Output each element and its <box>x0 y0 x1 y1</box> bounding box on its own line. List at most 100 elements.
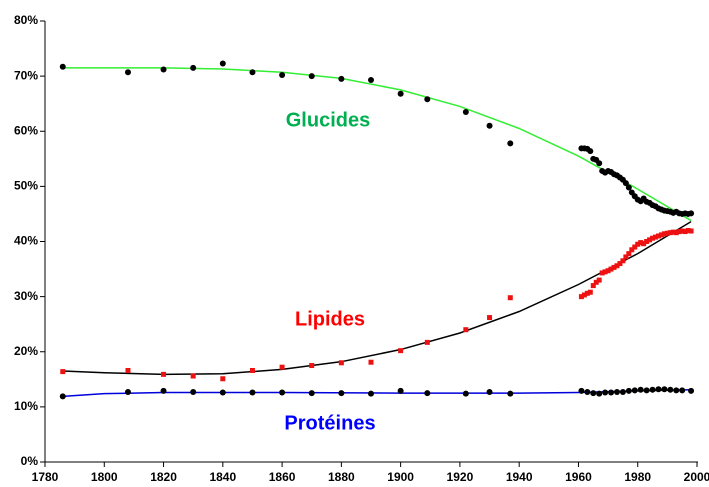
point <box>679 228 685 234</box>
point <box>125 367 131 373</box>
x-tick-label: 1900 <box>387 470 414 484</box>
point <box>605 268 611 274</box>
point <box>682 229 688 235</box>
point <box>338 390 345 397</box>
point <box>653 234 659 240</box>
point <box>424 339 430 345</box>
point <box>279 72 286 79</box>
point <box>644 239 650 244</box>
point <box>309 363 315 369</box>
point <box>368 76 374 83</box>
point <box>650 235 656 241</box>
point <box>658 232 664 238</box>
point <box>602 389 609 396</box>
point <box>649 386 656 393</box>
point <box>584 290 590 296</box>
point <box>635 241 641 247</box>
point <box>190 64 197 71</box>
point <box>424 96 431 103</box>
x-tick-label: 1880 <box>328 470 355 484</box>
y-tick-label: 50% <box>14 179 38 193</box>
point <box>59 393 66 400</box>
point <box>279 364 285 370</box>
point <box>622 180 629 187</box>
point <box>160 66 167 73</box>
point <box>368 359 374 365</box>
point <box>596 160 603 167</box>
point <box>608 266 614 272</box>
point <box>655 386 662 393</box>
point <box>190 388 197 395</box>
point <box>688 387 695 394</box>
y-tick-label: 80% <box>14 13 38 27</box>
point <box>638 240 644 246</box>
point <box>507 140 514 147</box>
point <box>338 75 345 82</box>
point <box>308 390 315 397</box>
point <box>338 360 344 366</box>
point <box>667 386 674 393</box>
series-label: Glucides <box>286 109 370 131</box>
x-tick-label: 1780 <box>32 470 59 484</box>
point <box>462 390 469 397</box>
point <box>655 233 661 239</box>
point <box>602 269 608 275</box>
x-tick-label: 1920 <box>447 470 474 484</box>
x-tick-label: 1860 <box>269 470 296 484</box>
y-tick-label: 40% <box>14 234 38 248</box>
y-tick-label: 70% <box>14 68 38 82</box>
x-tick-label: 2000 <box>684 470 709 484</box>
point <box>599 270 605 276</box>
point <box>507 295 513 301</box>
point <box>620 258 626 264</box>
point <box>424 390 431 397</box>
x-tick-label: 1820 <box>150 470 177 484</box>
point <box>661 386 668 393</box>
point <box>59 63 66 70</box>
point <box>611 264 617 270</box>
x-tick-label: 1800 <box>91 470 118 484</box>
point <box>397 90 404 97</box>
y-tick-label: 10% <box>14 399 38 413</box>
point <box>679 387 686 394</box>
fit-line <box>62 67 692 222</box>
point <box>398 348 404 354</box>
point <box>160 387 167 394</box>
point <box>584 388 591 395</box>
point <box>593 279 599 285</box>
point <box>249 389 256 396</box>
point <box>587 148 594 155</box>
point <box>688 210 695 217</box>
point <box>397 387 404 394</box>
point <box>590 390 597 397</box>
x-tick-label: 1960 <box>565 470 592 484</box>
point <box>625 387 632 394</box>
point <box>676 229 682 235</box>
point <box>486 122 493 129</box>
point <box>625 184 632 191</box>
point <box>590 283 596 289</box>
point <box>643 387 650 394</box>
point <box>623 254 629 260</box>
point <box>486 388 493 395</box>
x-tick-label: 1980 <box>624 470 651 484</box>
point <box>220 376 226 382</box>
y-tick-label: 30% <box>14 289 38 303</box>
point <box>626 251 632 257</box>
point <box>249 69 256 76</box>
point <box>664 230 670 236</box>
point <box>161 371 167 377</box>
point <box>613 388 620 395</box>
point <box>608 389 615 396</box>
point <box>124 69 131 76</box>
point <box>124 388 131 395</box>
point <box>507 390 514 397</box>
y-tick-label: 0% <box>21 454 39 468</box>
y-tick-label: 60% <box>14 123 38 137</box>
point <box>587 289 593 295</box>
point <box>670 229 676 235</box>
point <box>581 292 587 298</box>
y-tick-label: 20% <box>14 344 38 358</box>
point <box>614 263 620 269</box>
